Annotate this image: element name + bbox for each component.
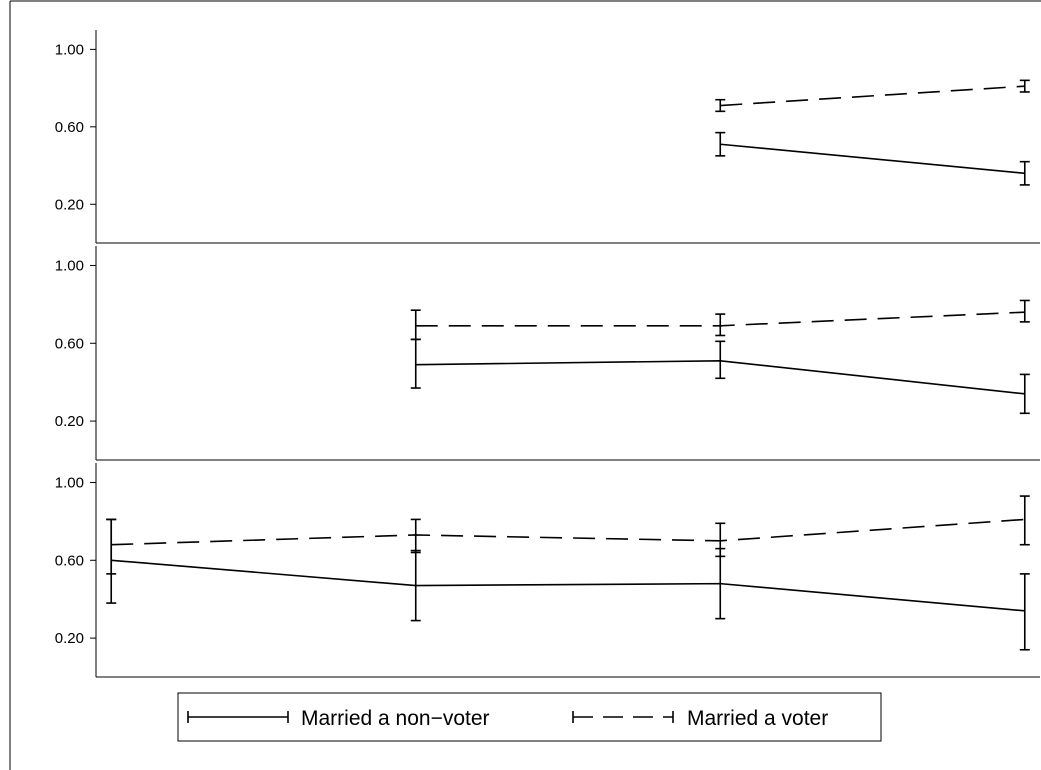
error-bar bbox=[1019, 573, 1030, 651]
series-married-a-nonvoter bbox=[410, 338, 1030, 415]
series-married-a-voter bbox=[106, 495, 1030, 575]
legend-label-voter: Married a voter bbox=[687, 707, 828, 730]
error-bar bbox=[106, 518, 117, 575]
y-tick-label: 0.20 bbox=[55, 413, 84, 430]
y-tick-label: 0.20 bbox=[55, 630, 84, 647]
series-line bbox=[720, 85, 1025, 107]
error-bar bbox=[1019, 299, 1030, 323]
y-tick-label: 1.00 bbox=[55, 474, 84, 491]
legend-box bbox=[177, 692, 882, 742]
series-line bbox=[111, 518, 1025, 546]
y-tick-label: 0.20 bbox=[55, 196, 84, 213]
y-tick-label: 0.60 bbox=[55, 119, 84, 136]
chart-panels: 1.00 0.60 0.20 1.00 0.60 0.20 1.00 0.60 0.20 bbox=[55, 30, 1040, 678]
series-line bbox=[720, 143, 1025, 175]
legend-label-nonvoter: Married a non−voter bbox=[301, 707, 490, 730]
series-line bbox=[111, 559, 1025, 612]
series-married-a-voter bbox=[715, 79, 1030, 113]
legend: Married a non−voter Married a voter bbox=[177, 692, 882, 742]
y-tick-label: 0.60 bbox=[55, 335, 84, 352]
error-bar bbox=[715, 340, 726, 380]
error-bar bbox=[410, 518, 421, 554]
legend-item-nonvoter: Married a non−voter bbox=[187, 707, 490, 730]
legend-item-voter: Married a voter bbox=[572, 707, 828, 730]
panel-3: 1.00 0.60 0.20 bbox=[55, 463, 1040, 678]
series-married-a-voter bbox=[410, 299, 1030, 341]
panel-2: 1.00 0.60 0.20 bbox=[55, 246, 1040, 461]
y-tick-label: 1.00 bbox=[55, 257, 84, 274]
y-tick-label: 1.00 bbox=[55, 41, 84, 58]
y-tick-label: 0.60 bbox=[55, 552, 84, 569]
series-married-a-nonvoter bbox=[715, 131, 1030, 186]
error-bar bbox=[410, 309, 421, 341]
error-bar bbox=[715, 522, 726, 558]
error-bar bbox=[715, 313, 726, 337]
panel-1: 1.00 0.60 0.20 bbox=[55, 30, 1040, 244]
error-bar bbox=[1019, 495, 1030, 546]
